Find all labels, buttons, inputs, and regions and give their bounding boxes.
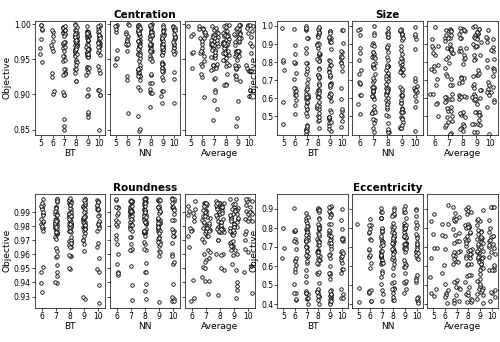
X-axis label: NN: NN bbox=[380, 149, 394, 158]
X-axis label: Average: Average bbox=[444, 149, 481, 158]
Y-axis label: Objective: Objective bbox=[250, 56, 258, 99]
X-axis label: NN: NN bbox=[138, 323, 152, 331]
X-axis label: NN: NN bbox=[138, 149, 152, 158]
X-axis label: Average: Average bbox=[202, 149, 238, 158]
X-axis label: Average: Average bbox=[444, 323, 481, 331]
X-axis label: Average: Average bbox=[202, 323, 238, 331]
Y-axis label: Objective: Objective bbox=[2, 56, 11, 99]
X-axis label: NN: NN bbox=[380, 323, 394, 331]
X-axis label: BT: BT bbox=[307, 323, 318, 331]
Title: Roundness: Roundness bbox=[113, 183, 177, 193]
Y-axis label: Objective: Objective bbox=[2, 229, 11, 273]
X-axis label: BT: BT bbox=[64, 323, 76, 331]
Title: Centration: Centration bbox=[114, 10, 176, 20]
X-axis label: BT: BT bbox=[64, 149, 76, 158]
Y-axis label: Objective: Objective bbox=[250, 229, 258, 273]
X-axis label: BT: BT bbox=[307, 149, 318, 158]
Title: Size: Size bbox=[376, 10, 400, 20]
Title: Eccentricity: Eccentricity bbox=[352, 183, 422, 193]
